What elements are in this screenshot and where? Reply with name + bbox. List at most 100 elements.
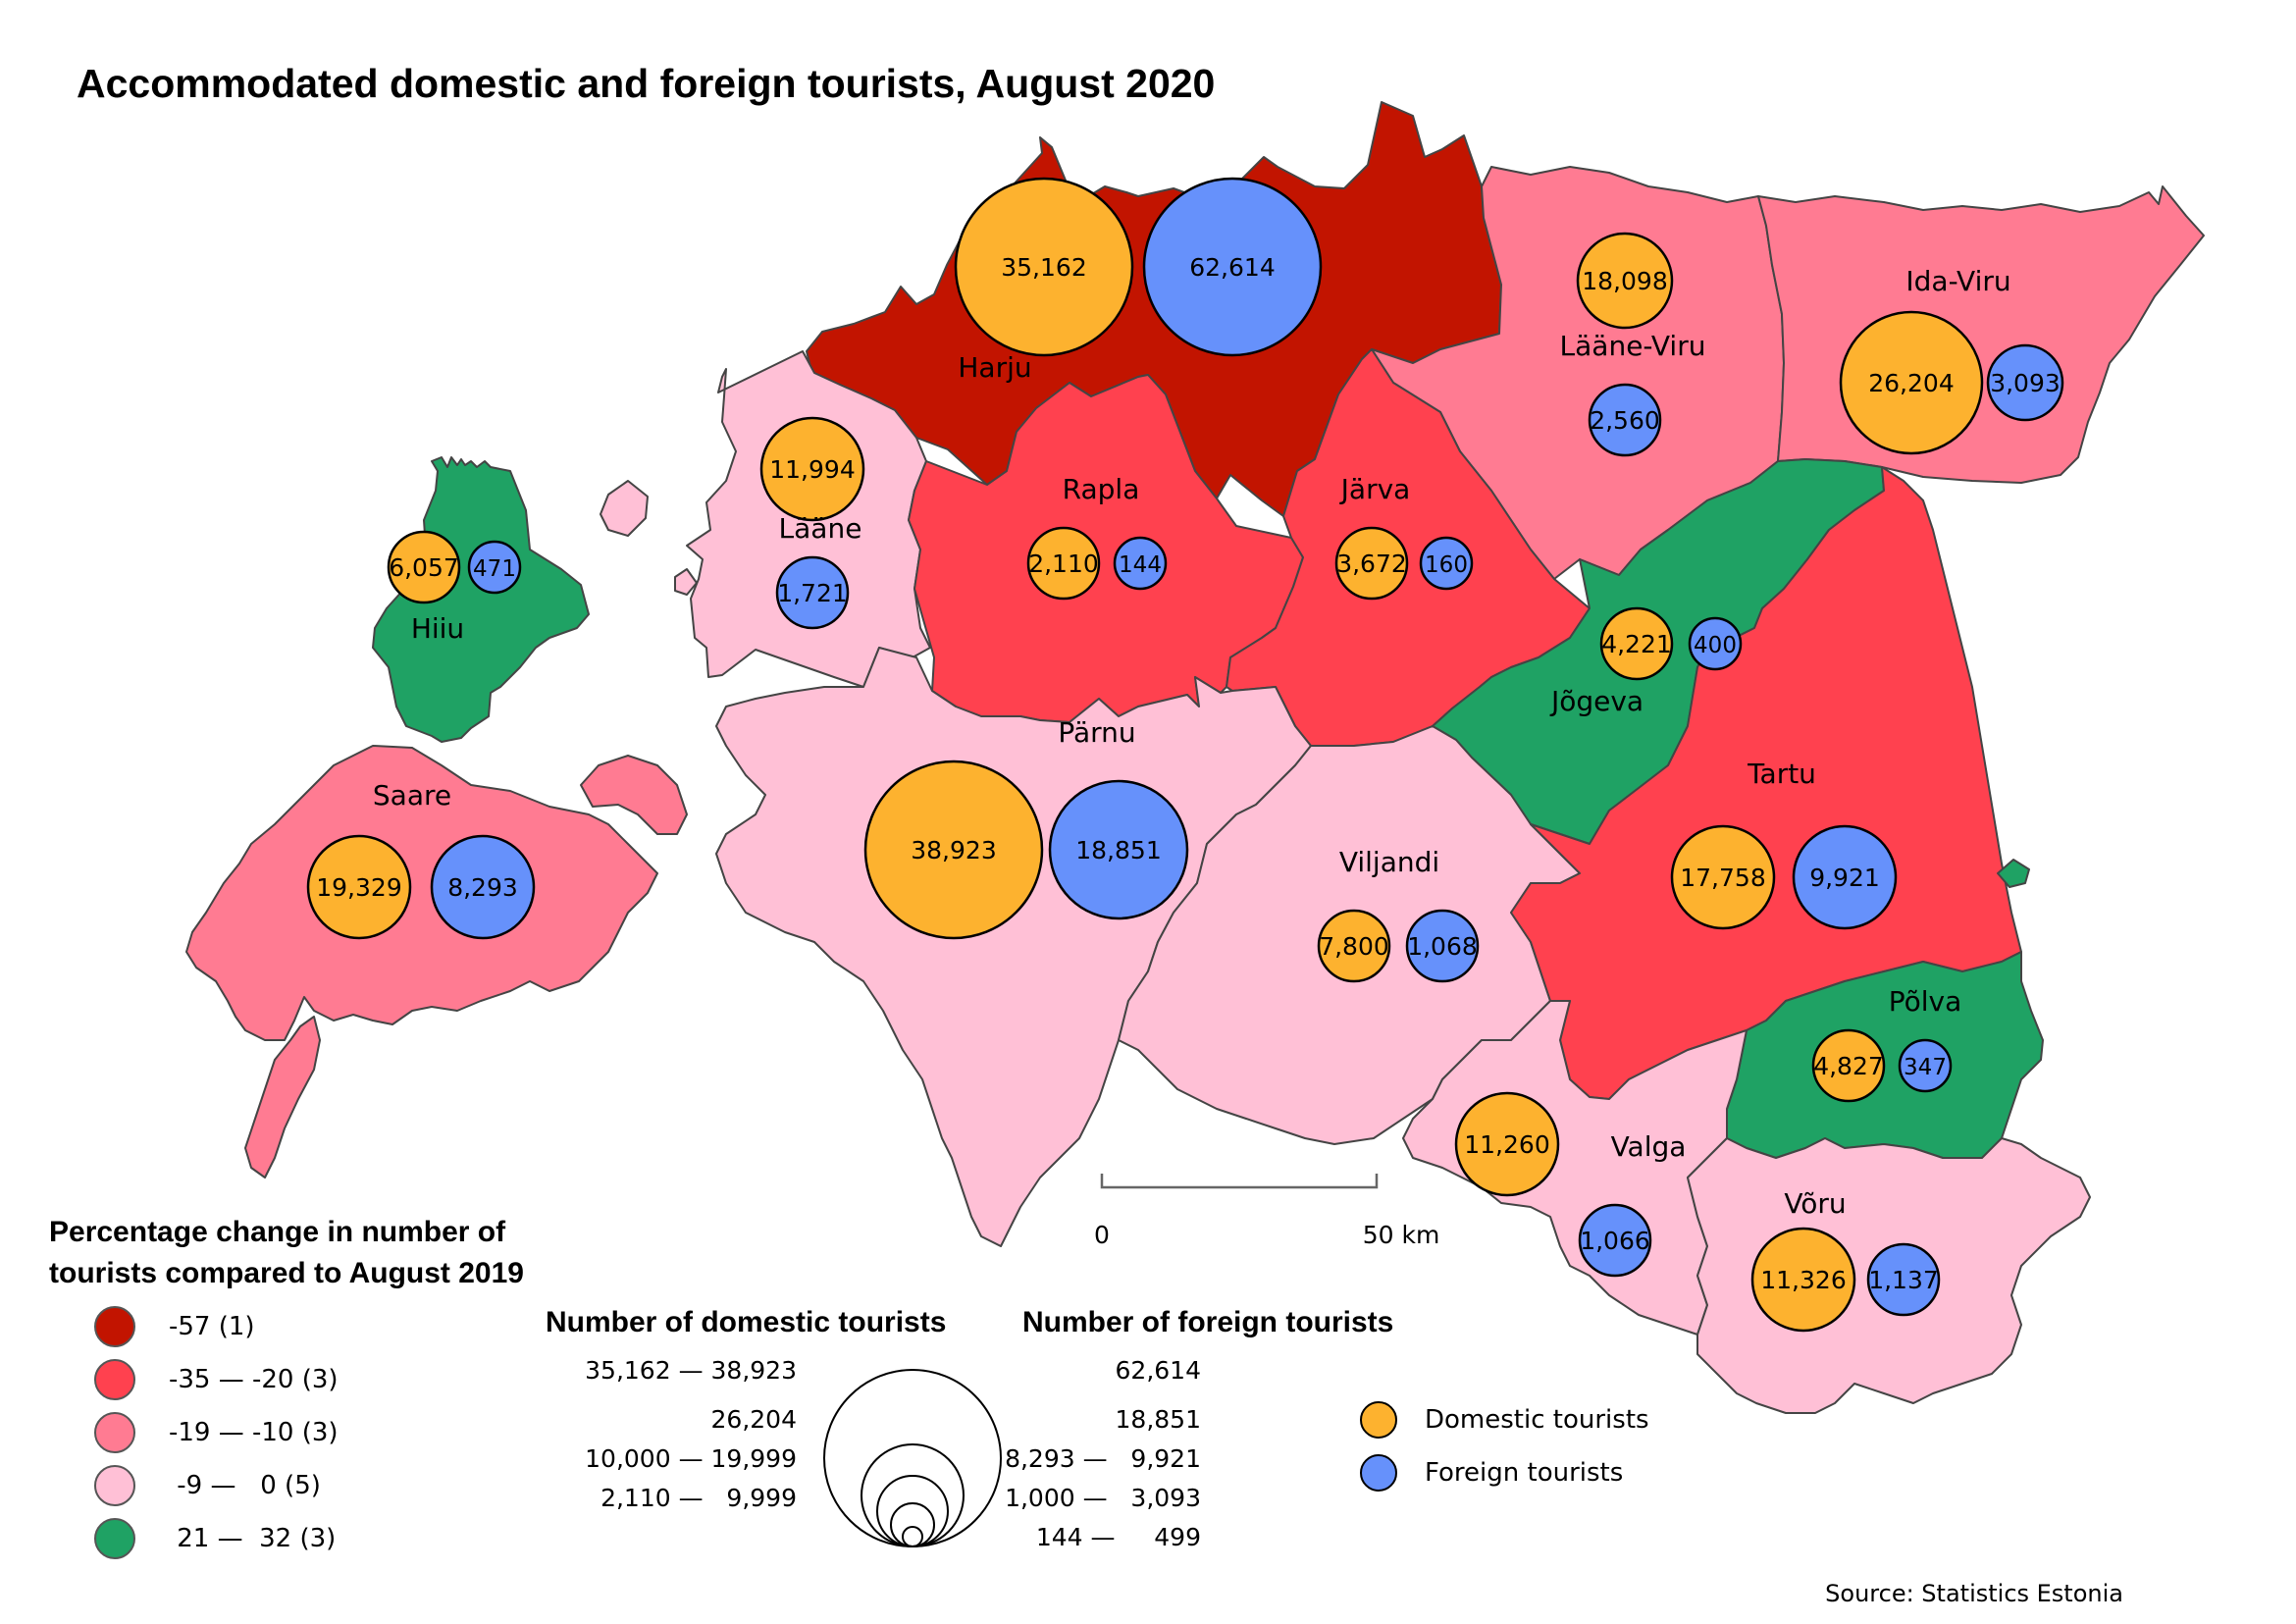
legend-class-swatch [94, 1359, 135, 1400]
parnu-foreign-marker: 18,851 [1048, 779, 1189, 920]
harju-domestic-circle [954, 177, 1134, 357]
ida-viru-domestic-circle [1839, 310, 1984, 455]
laane-viru-foreign-marker: 2,560 [1588, 383, 1662, 457]
valga-foreign-circle [1578, 1203, 1652, 1278]
domestic-size-legend-title: Number of domestic tourists [546, 1306, 947, 1338]
harju-foreign-value: 62,614 [1189, 253, 1275, 282]
jogeva-foreign-value: 400 [1694, 633, 1737, 658]
county-label-saare: Saare [373, 779, 451, 812]
rapla-domestic-value: 2,110 [1028, 550, 1099, 578]
county-label-valga: Valga [1611, 1130, 1687, 1163]
county-label-parnu: Pärnu [1058, 716, 1135, 749]
harju-foreign-marker: 62,614 [1142, 177, 1323, 357]
rapla-domestic-marker: 2,110 [1026, 526, 1101, 601]
saare-domestic-marker: 19,329 [306, 834, 412, 940]
county-region-hiiu [372, 456, 590, 743]
jogeva-domestic-value: 4,221 [1601, 630, 1672, 658]
domestic-range-1: 35,162 — 38,923 [585, 1356, 797, 1385]
scale-bar-zero: 0 [1094, 1221, 1110, 1249]
viljandi-domestic-value: 7,800 [1319, 932, 1389, 961]
ida-viru-domestic-marker: 26,204 [1839, 310, 1984, 455]
valga-foreign-value: 1,066 [1580, 1227, 1650, 1255]
choropleth-legend-title-line1: Percentage change in number of [49, 1216, 506, 1248]
parnu-foreign-value: 18,851 [1075, 836, 1161, 864]
saare-domestic-circle [306, 834, 412, 940]
legend-class-label: 21 — 32 (3) [169, 1524, 337, 1553]
hiiu-domestic-value: 6,057 [389, 553, 459, 582]
ida-viru-domestic-value: 26,204 [1868, 369, 1954, 397]
foreign-key: Foreign tourists [1360, 1451, 1623, 1494]
saare-foreign-circle [430, 834, 536, 940]
hiiu-foreign-circle [467, 540, 522, 595]
county-label-viljandi: Viljandi [1339, 846, 1439, 878]
voru-foreign-circle [1866, 1242, 1941, 1317]
jogeva-foreign-circle [1688, 616, 1743, 671]
county-label-voru: Võru [1784, 1187, 1846, 1220]
polva-foreign-value: 347 [1904, 1055, 1947, 1080]
jarva-foreign-marker: 160 [1419, 536, 1474, 591]
domestic-key: Domestic tourists [1360, 1398, 1649, 1441]
laane-viru-domestic-circle [1576, 232, 1674, 330]
voru-foreign-value: 1,137 [1868, 1266, 1939, 1294]
rapla-foreign-value: 144 [1119, 552, 1162, 578]
laane-viru-domestic-value: 18,098 [1582, 267, 1667, 295]
parnu-domestic-marker: 38,923 [863, 760, 1044, 940]
jarva-foreign-circle [1419, 536, 1474, 591]
county-label-harju: Harju [958, 351, 1031, 384]
legend-class-label: -9 — 0 (5) [169, 1471, 321, 1500]
saare-domestic-value: 19,329 [316, 873, 401, 902]
county-label-jarva: Järva [1339, 473, 1411, 505]
page-title: Accommodated domestic and foreign touris… [77, 61, 1216, 106]
foreign-key-label: Foreign tourists [1425, 1458, 1624, 1488]
legend-class-label: -35 — -20 (3) [169, 1365, 339, 1394]
ida-viru-foreign-marker: 3,093 [1986, 343, 2064, 422]
source-note: Source: Statistics Estonia [1825, 1580, 2123, 1607]
voru-domestic-circle [1750, 1227, 1856, 1333]
parnu-domestic-value: 38,923 [911, 836, 996, 864]
county-label-jogeva: Jõgeva [1549, 685, 1644, 717]
viljandi-foreign-marker: 1,068 [1405, 909, 1480, 983]
county-region-saare [185, 745, 658, 1041]
county-label-ida-viru: Ida-Viru [1905, 265, 2010, 297]
legend-class-swatch [94, 1518, 135, 1559]
viljandi-domestic-marker: 7,800 [1317, 909, 1391, 983]
county-region-saare-island-2 [244, 1016, 321, 1179]
voru-foreign-marker: 1,137 [1866, 1242, 1941, 1317]
hiiu-domestic-circle [387, 530, 461, 604]
legend-class-3: -19 — -10 (3) [94, 1411, 339, 1454]
domestic-key-label: Domestic tourists [1425, 1405, 1649, 1435]
tartu-foreign-circle [1792, 824, 1898, 930]
hiiu-foreign-marker: 471 [467, 540, 522, 595]
saare-foreign-marker: 8,293 [430, 834, 536, 940]
polva-domestic-value: 4,827 [1813, 1052, 1884, 1080]
foreign-key-dot [1360, 1454, 1397, 1492]
valga-domestic-value: 11,260 [1464, 1130, 1549, 1159]
foreign-range-3: 8,293 — 9,921 [1005, 1444, 1201, 1473]
laane-foreign-marker: 1,721 [775, 555, 850, 630]
county-region-saare-island-1 [580, 755, 688, 835]
jogeva-domestic-circle [1599, 606, 1674, 681]
foreign-range-5: 144 — 499 [1035, 1523, 1201, 1551]
laane-domestic-value: 11,994 [769, 455, 855, 484]
voru-domestic-marker: 11,326 [1750, 1227, 1856, 1333]
saare-foreign-value: 8,293 [447, 873, 518, 902]
county-label-rapla: Rapla [1063, 473, 1140, 505]
valga-domestic-circle [1454, 1091, 1560, 1197]
county-region-ida-viru [1757, 185, 2205, 484]
tartu-domestic-circle [1670, 824, 1776, 930]
jarva-domestic-marker: 3,672 [1334, 526, 1409, 601]
ida-viru-foreign-circle [1986, 343, 2064, 422]
legend-class-swatch [94, 1306, 135, 1347]
foreign-range-4: 1,000 — 3,093 [1005, 1484, 1201, 1512]
harju-domestic-marker: 35,162 [954, 177, 1134, 357]
laane-viru-foreign-value: 2,560 [1590, 406, 1660, 435]
laane-viru-foreign-circle [1588, 383, 1662, 457]
county-label-polva: Põlva [1889, 985, 1962, 1018]
legend-class-swatch [94, 1412, 135, 1453]
tartu-domestic-value: 17,758 [1680, 864, 1765, 892]
domestic-range-2: 26,204 [710, 1405, 797, 1434]
ida-viru-foreign-value: 3,093 [1990, 369, 2061, 397]
parnu-domestic-circle [863, 760, 1044, 940]
legend-class-label: -57 (1) [169, 1312, 255, 1341]
